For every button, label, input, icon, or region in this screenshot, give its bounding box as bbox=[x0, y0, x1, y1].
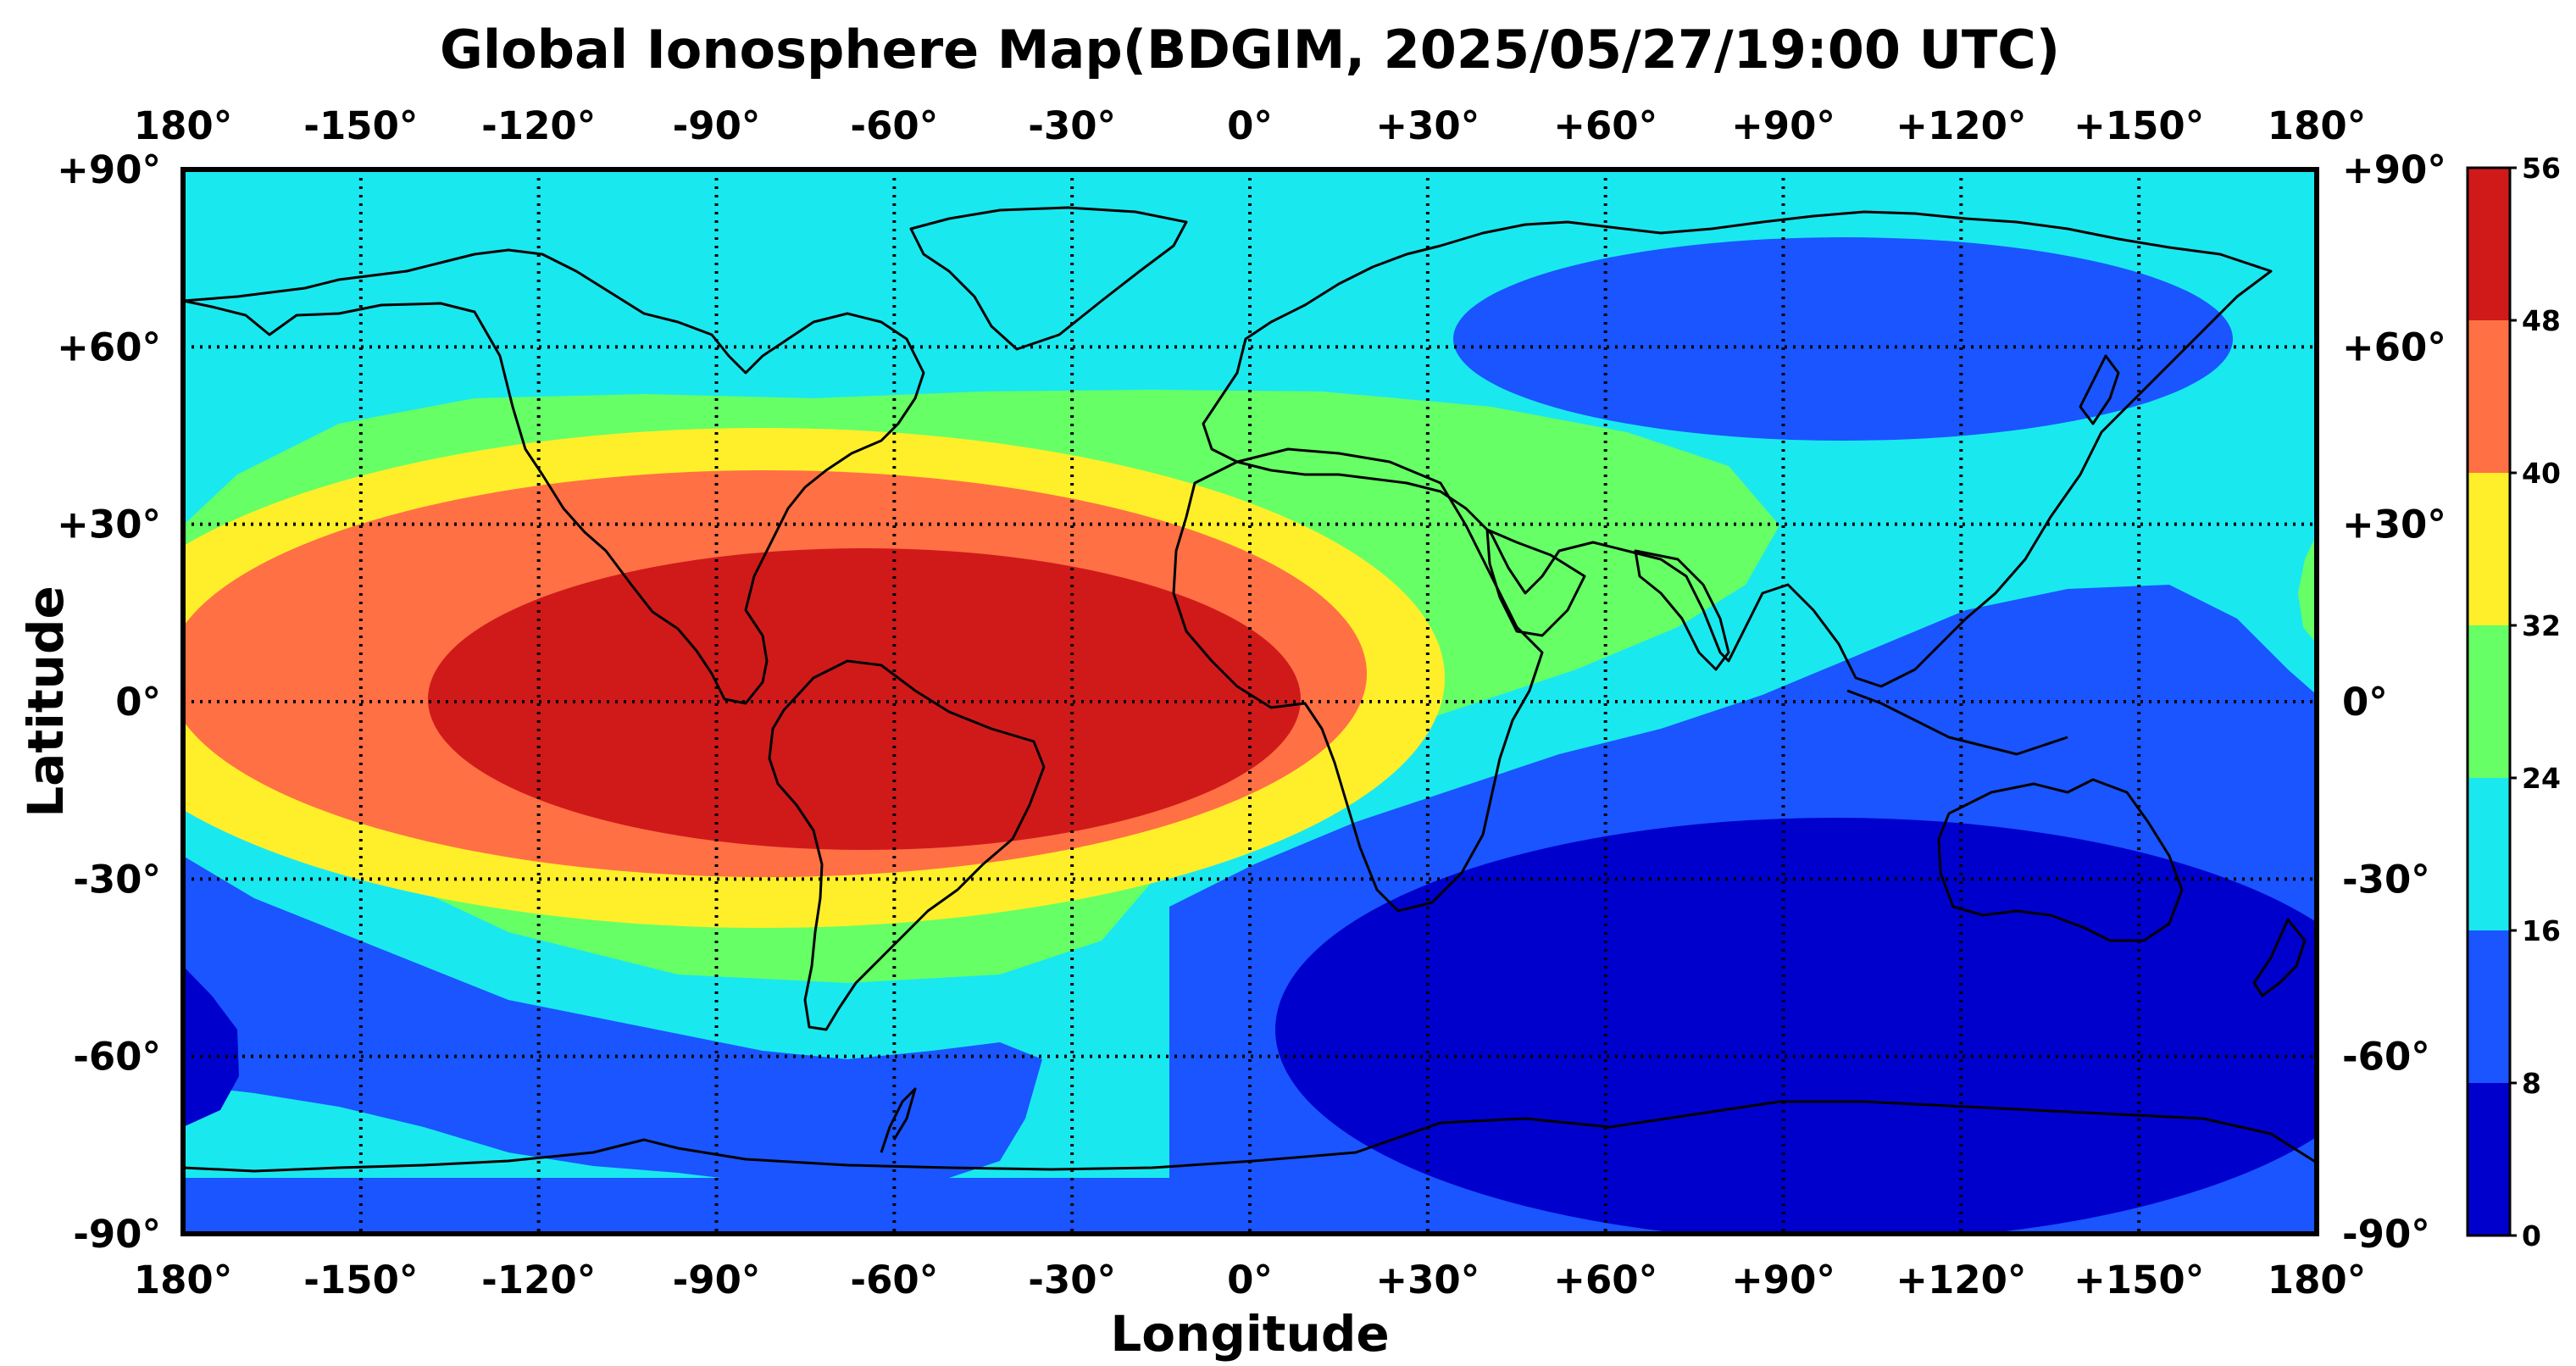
lat-tick-right: +90° bbox=[2342, 147, 2446, 192]
lon-tick-top: 180° bbox=[2268, 103, 2366, 148]
lat-tick-left: -60° bbox=[73, 1035, 161, 1080]
lon-tick-top: 0° bbox=[1227, 103, 1273, 148]
lon-tick-bottom: 0° bbox=[1227, 1258, 1273, 1302]
lon-tick-top: -120° bbox=[481, 103, 596, 148]
lon-tick-top: +30° bbox=[1375, 103, 1480, 148]
lon-tick-bottom: -90° bbox=[673, 1258, 761, 1302]
tec-map bbox=[183, 169, 2317, 1234]
lon-tick-bottom: +90° bbox=[1731, 1258, 1835, 1302]
tec-band-8 bbox=[2298, 534, 2317, 644]
latitude-ticks-left: +90° +60° +30° 0° -30° -60° -90° bbox=[57, 147, 161, 1257]
tec-band-5 bbox=[1275, 818, 2317, 1234]
coastline-japan bbox=[2079, 354, 2120, 425]
colorbar-tick-label: 32 bbox=[2522, 609, 2561, 642]
tec-band-6 bbox=[183, 966, 239, 1127]
lon-tick-bottom: -30° bbox=[1028, 1258, 1116, 1302]
tec-band-4 bbox=[1453, 237, 2233, 441]
colorbar-segment bbox=[2468, 168, 2510, 320]
lon-tick-bottom: -150° bbox=[303, 1258, 418, 1302]
coastline-antarctic-peninsula bbox=[880, 1087, 917, 1153]
lon-tick-top: 180° bbox=[134, 103, 232, 148]
coastline-antarctica bbox=[183, 1100, 2317, 1173]
colorbar-tick-label: 24 bbox=[2522, 762, 2561, 795]
colorbar bbox=[2468, 168, 2510, 1236]
y-axis-label: Latitude bbox=[17, 586, 75, 818]
lon-tick-bottom: +120° bbox=[1896, 1258, 2026, 1302]
lat-tick-left: +60° bbox=[57, 325, 161, 369]
coastline-arabia bbox=[1485, 528, 1586, 637]
lat-tick-left: 0° bbox=[115, 680, 161, 725]
map-frame bbox=[180, 167, 2319, 1236]
coastline-north-america bbox=[183, 248, 925, 705]
x-axis-label: Longitude bbox=[1110, 1305, 1389, 1363]
colorbar-ticks: 56 48 40 32 24 16 8 0 bbox=[2510, 152, 2561, 1252]
lon-tick-top: -30° bbox=[1028, 103, 1116, 148]
lon-tick-top: -90° bbox=[673, 103, 761, 148]
lat-tick-left: -90° bbox=[73, 1212, 161, 1257]
colorbar-segment bbox=[2468, 473, 2510, 625]
lat-tick-right: -90° bbox=[2342, 1212, 2430, 1257]
lon-tick-top: +120° bbox=[1896, 103, 2026, 148]
colorbar-tick-label: 48 bbox=[2522, 304, 2561, 337]
colorbar-segment bbox=[2468, 778, 2510, 930]
colorbar-segment bbox=[2468, 625, 2510, 778]
colorbar-segment bbox=[2468, 320, 2510, 473]
lat-tick-right: 0° bbox=[2342, 680, 2388, 725]
colorbar-tick-label: 16 bbox=[2522, 914, 2561, 947]
coastline-eurasia bbox=[1202, 210, 2273, 688]
coastlines bbox=[183, 206, 2317, 1173]
lon-tick-bottom: -60° bbox=[850, 1258, 938, 1302]
colorbar-segment bbox=[2468, 1083, 2510, 1236]
lon-tick-top: -150° bbox=[303, 103, 418, 148]
lat-tick-left: +30° bbox=[57, 503, 161, 547]
lon-tick-bottom: +60° bbox=[1553, 1258, 1657, 1302]
colorbar-tick-label: 56 bbox=[2522, 152, 2561, 185]
coastline-africa bbox=[1172, 447, 1544, 913]
tec-contour-bands bbox=[183, 169, 2317, 1234]
coastline-new-zealand bbox=[2252, 918, 2307, 997]
lon-tick-top: -60° bbox=[850, 103, 938, 148]
colorbar-segment bbox=[2468, 930, 2510, 1083]
coastline-india bbox=[1634, 549, 1730, 671]
longitude-ticks-bottom: 180° -150° -120° -90° -60° -30° 0° +30° +60° +90°… bbox=[134, 1258, 2366, 1302]
colorbar-frame bbox=[2466, 166, 2512, 1237]
colorbar-tick-label: 0 bbox=[2522, 1219, 2541, 1252]
tec-band-1 bbox=[183, 856, 1042, 1186]
coastline-indonesia bbox=[1846, 689, 2068, 756]
colorbar-tick-label: 8 bbox=[2522, 1067, 2541, 1100]
lon-tick-bottom: 180° bbox=[134, 1258, 232, 1302]
lat-tick-right: +30° bbox=[2342, 503, 2446, 547]
coastline-australia bbox=[1937, 778, 2184, 942]
lon-tick-top: +150° bbox=[2074, 103, 2204, 148]
lon-tick-bottom: +150° bbox=[2074, 1258, 2204, 1302]
lon-tick-top: +60° bbox=[1553, 103, 1657, 148]
longitude-ticks-top: 180° -150° -120° -90° -60° -30° 0° +30° +60° +90°… bbox=[134, 103, 2366, 148]
latitude-ticks-right: +90° +60° +30° 0° -30° -60° -90° bbox=[2342, 147, 2446, 1257]
lat-tick-right: -30° bbox=[2342, 857, 2430, 902]
lat-tick-right: +60° bbox=[2342, 325, 2446, 369]
lon-tick-top: +90° bbox=[1731, 103, 1835, 148]
lat-tick-left: -30° bbox=[73, 857, 161, 902]
lon-tick-bottom: 180° bbox=[2268, 1258, 2366, 1302]
map-title: Global Ionosphere Map(BDGIM, 2025/05/27/… bbox=[440, 19, 2060, 81]
lat-tick-right: -60° bbox=[2342, 1035, 2430, 1080]
coastline-greenland bbox=[909, 206, 1188, 351]
lon-tick-bottom: -120° bbox=[481, 1258, 596, 1302]
lon-tick-bottom: +30° bbox=[1375, 1258, 1480, 1302]
colorbar-tick-label: 40 bbox=[2522, 457, 2561, 490]
tec-band-11 bbox=[428, 548, 1301, 850]
lat-tick-left: +90° bbox=[57, 147, 161, 192]
coastline-south-america bbox=[768, 659, 1046, 1031]
